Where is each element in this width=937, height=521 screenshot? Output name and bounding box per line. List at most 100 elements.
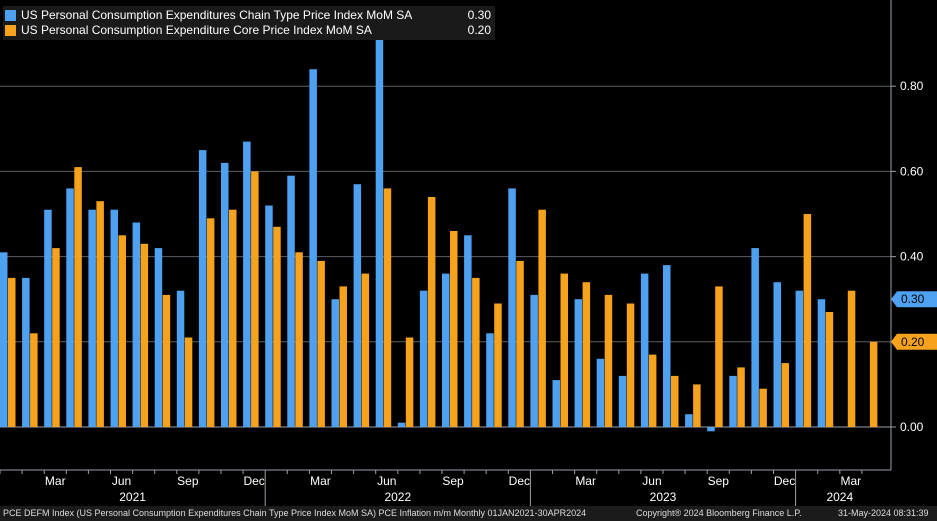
bar-pce-25 <box>552 380 560 427</box>
bar-core-37 <box>825 312 834 427</box>
last-value-callout-0: 0.30 <box>891 291 937 308</box>
bar-core-2 <box>52 248 60 427</box>
chart-area: 0.000.200.400.600.800.300.20 MarJunSepDe… <box>0 0 937 506</box>
legend-value-pce: 0.30 <box>467 8 491 22</box>
bar-pce-23 <box>508 188 516 427</box>
footer-description: PCE DEFM Index (US Personal Consumption … <box>3 508 587 518</box>
y-tick-label-0.80: 0.80 <box>900 79 924 93</box>
bar-core-15 <box>339 286 347 427</box>
bar-core-36 <box>803 214 812 427</box>
bar-core-35 <box>781 363 789 427</box>
bar-core-22 <box>494 303 502 427</box>
bar-pce-7 <box>154 248 163 427</box>
bar-pce-3 <box>66 188 74 427</box>
bar-core-11 <box>251 171 259 427</box>
x-tick-label-2: Sep <box>177 474 199 488</box>
x-tick-label-0: Mar <box>45 474 66 488</box>
bar-pce-10 <box>221 162 229 427</box>
bar-core-32 <box>715 286 723 427</box>
bar-pce-29 <box>640 273 649 427</box>
x-tick-label-5: Jun <box>377 474 396 488</box>
bar-core-29 <box>648 354 657 427</box>
legend-value-core: 0.20 <box>467 23 491 37</box>
legend-entry-core: US Personal Consumption Expenditure Core… <box>5 23 491 38</box>
bar-core-23 <box>516 260 524 427</box>
footer-timestamp: 31-May-2024 08:31:39 <box>838 508 929 518</box>
bar-pce-27 <box>596 358 605 427</box>
bar-core-5 <box>118 235 126 427</box>
bar-core-9 <box>206 218 215 427</box>
last-value-text-1: 0.20 <box>901 335 925 349</box>
bar-pce-33 <box>729 375 737 427</box>
footer-bar: PCE DEFM Index (US Personal Consumption … <box>0 506 937 521</box>
bar-pce-12 <box>265 205 273 427</box>
bar-pce-30 <box>663 265 671 427</box>
bar-core-13 <box>295 252 303 427</box>
bar-core-17 <box>383 188 392 427</box>
bar-core-1 <box>30 333 38 427</box>
bar-core-20 <box>450 231 458 427</box>
bar-pce-8 <box>176 290 185 427</box>
bar-pce-6 <box>132 222 141 427</box>
bar-pce-17 <box>375 39 384 428</box>
x-tick-label-1: Jun <box>112 474 131 488</box>
bar-pce-1 <box>22 277 30 427</box>
x-tick-label-8: Mar <box>575 474 596 488</box>
bar-pce-20 <box>442 273 450 427</box>
bar-pce-37 <box>817 299 826 427</box>
bar-pce-34 <box>751 248 759 427</box>
bar-core-39 <box>869 341 878 427</box>
bar-core-30 <box>671 375 679 427</box>
bar-core-0 <box>8 277 16 427</box>
y-axis: 0.000.200.400.600.800.300.20 <box>890 0 937 470</box>
bar-pce-21 <box>464 235 472 427</box>
bar-pce-11 <box>243 141 251 427</box>
bar-core-7 <box>162 294 171 427</box>
bar-core-24 <box>538 209 546 427</box>
year-label-2023: 2023 <box>650 490 677 504</box>
bar-core-34 <box>759 388 767 427</box>
bar-pce-28 <box>618 375 627 427</box>
bar-pce-0 <box>0 252 8 427</box>
x-tick-label-6: Sep <box>442 474 464 488</box>
bar-pce-2 <box>44 209 52 427</box>
bar-core-18 <box>405 337 414 427</box>
x-tick-label-12: Mar <box>841 474 862 488</box>
year-label-2021: 2021 <box>119 490 146 504</box>
bar-core-26 <box>582 282 591 427</box>
bar-pce-19 <box>419 290 428 427</box>
bar-pce-13 <box>287 175 295 427</box>
bar-pce-4 <box>88 209 96 427</box>
bar-core-8 <box>184 337 193 427</box>
bar-pce-5 <box>110 209 118 427</box>
last-value-callout-1: 0.20 <box>891 333 937 350</box>
bar-core-16 <box>361 273 370 427</box>
bar-core-14 <box>317 260 325 427</box>
bar-core-12 <box>273 226 281 427</box>
bar-core-33 <box>737 367 745 427</box>
bar-pce-22 <box>486 333 494 427</box>
bar-pce-9 <box>198 150 207 427</box>
bar-pce-31 <box>685 414 693 427</box>
bar-core-25 <box>560 273 568 427</box>
bar-core-6 <box>140 243 149 427</box>
bar-core-4 <box>96 201 104 427</box>
bar-pce-24 <box>530 294 538 427</box>
bar-pce-26 <box>574 299 583 427</box>
bar-core-28 <box>626 303 635 427</box>
x-tick-label-9: Jun <box>642 474 661 488</box>
last-value-text-0: 0.30 <box>901 292 925 306</box>
last-value-tag-0 <box>891 291 937 308</box>
y-tick-label-0.00: 0.00 <box>900 420 924 434</box>
year-label-2024: 2024 <box>826 490 853 504</box>
bar-core-31 <box>693 384 701 427</box>
legend-swatch-core <box>5 25 16 36</box>
footer-copyright: Copyright® 2024 Bloomberg Finance L.P. <box>636 508 802 518</box>
bar-core-19 <box>427 197 436 427</box>
bar-pce-35 <box>773 282 781 427</box>
year-label-2022: 2022 <box>384 490 411 504</box>
bars <box>0 39 878 432</box>
x-tick-label-3: Dec <box>243 474 264 488</box>
legend: US Personal Consumption Expenditures Cha… <box>3 6 495 40</box>
legend-label-core: US Personal Consumption Expenditure Core… <box>21 23 372 37</box>
